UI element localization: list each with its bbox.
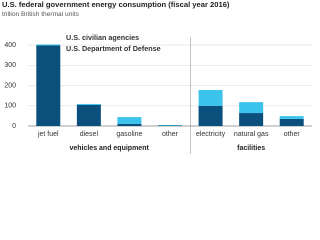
bar-segment <box>36 44 61 46</box>
bar-segment <box>117 123 142 126</box>
x-tick-label: jet fuel <box>37 131 59 138</box>
x-tick-label: other <box>284 131 301 138</box>
x-tick-label: natural gas <box>234 131 269 138</box>
chart: U.S. federal government energy consumpti… <box>2 0 312 154</box>
legend-entry: U.S. Department of Defense <box>66 44 161 53</box>
bar-segment <box>198 89 223 106</box>
y-tick-label: 200 <box>4 82 16 89</box>
bar-segment <box>198 105 223 126</box>
bar-segment <box>239 113 264 126</box>
x-tick-label: diesel <box>80 131 99 138</box>
bar-segment <box>158 124 182 126</box>
y-tick-label: 100 <box>4 103 16 110</box>
group-label: vehicles and equipment <box>69 145 149 152</box>
bar-segment <box>279 118 304 126</box>
bar-segment <box>76 104 101 126</box>
chart-title: U.S. federal government energy consumpti… <box>2 0 230 9</box>
x-tick-label: gasoline <box>116 131 142 138</box>
x-tick-label: other <box>162 131 179 138</box>
legend-entry: U.S. civilian agencies <box>66 33 139 42</box>
bar-segment <box>117 117 142 124</box>
chart-subtitle: trillion British thermal units <box>2 11 80 18</box>
y-tick-label: 0 <box>12 123 16 130</box>
bar-segment <box>279 116 304 119</box>
bar-segment <box>36 45 61 126</box>
bar-segment <box>239 102 264 114</box>
group-label: facilities <box>237 145 265 152</box>
x-tick-label: electricity <box>196 131 226 138</box>
bar-segment <box>76 103 101 105</box>
y-tick-label: 400 <box>4 42 16 49</box>
y-tick-label: 300 <box>4 62 16 69</box>
